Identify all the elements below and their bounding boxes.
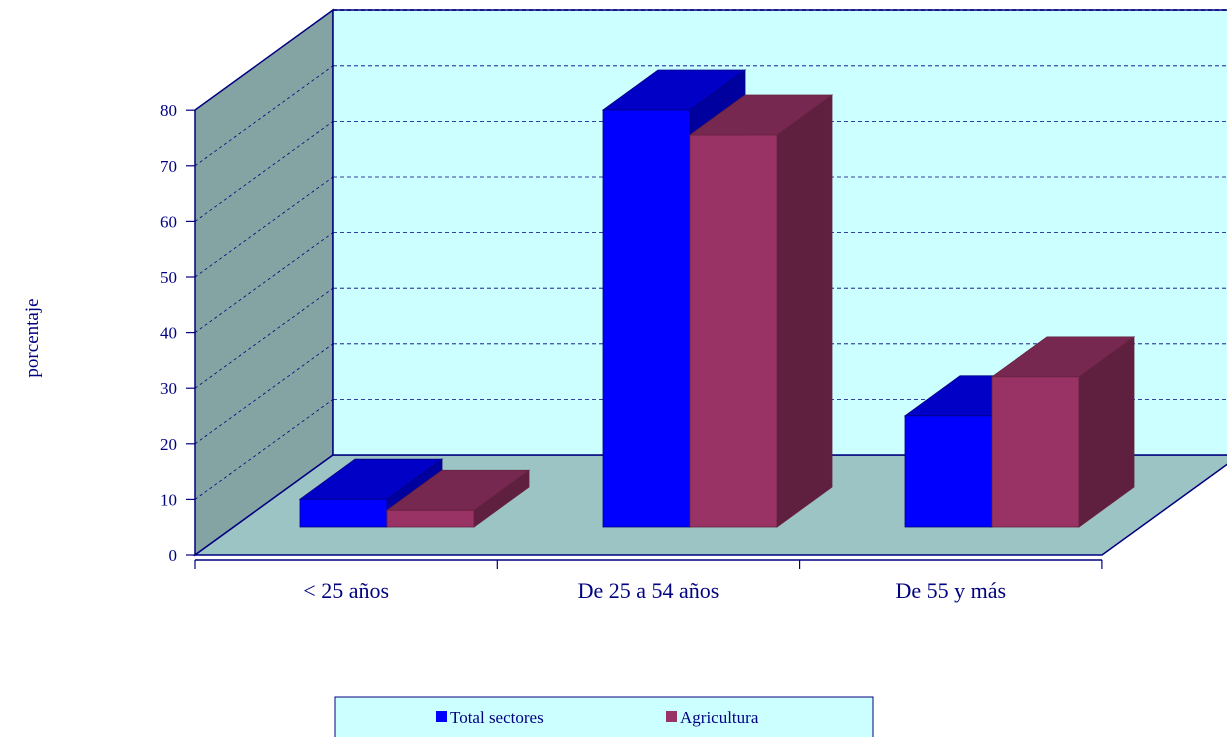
bar-front-face	[386, 509, 475, 528]
legend-swatch-total	[436, 711, 447, 722]
bar-front-face	[904, 415, 993, 528]
y-tick-label: 30	[160, 379, 177, 398]
category-label: < 25 años	[303, 578, 389, 603]
legend: Total sectores Agricultura	[334, 696, 874, 737]
bar-front-face	[602, 109, 691, 528]
side-gridline	[194, 287, 334, 389]
gridlines	[194, 9, 1227, 500]
y-tick-label: 80	[160, 101, 177, 120]
category-label: De 55 y más	[895, 578, 1006, 603]
y-tick-label: 20	[160, 435, 177, 454]
category-labels: < 25 años De 25 a 54 años De 55 y más	[303, 578, 1006, 603]
y-tick-label: 0	[169, 546, 178, 565]
bar-front-face	[991, 376, 1080, 528]
legend-label-agricultura: Agricultura	[680, 708, 759, 727]
bar-side-face	[776, 94, 833, 528]
legend-swatch-agricultura	[666, 711, 677, 722]
bars	[298, 69, 1136, 528]
legend-box	[334, 696, 874, 737]
y-tick-label: 40	[160, 324, 177, 343]
bar-front-face	[689, 134, 778, 528]
category-label: De 25 a 54 años	[578, 578, 720, 603]
bar	[385, 469, 531, 528]
side-gridline	[194, 121, 334, 222]
bar	[688, 94, 834, 528]
side-gridline	[194, 399, 334, 500]
y-axis-ticks: 0 10 20 30 40 50 60 70 80	[160, 101, 195, 565]
side-gridline	[194, 343, 334, 445]
y-tick-label: 70	[160, 157, 177, 176]
legend-label-total: Total sectores	[450, 708, 544, 727]
bar	[990, 336, 1136, 528]
y-tick-label: 50	[160, 268, 177, 287]
y-axis-title: porcentaje	[22, 298, 43, 377]
y-tick-label: 60	[160, 212, 177, 231]
side-gridline	[194, 176, 334, 278]
bar-front-face	[299, 498, 388, 528]
y-tick-label: 10	[160, 490, 177, 509]
side-gridline	[194, 9, 334, 111]
x-axis-ticks	[194, 560, 1103, 569]
side-gridline	[194, 232, 334, 333]
side-gridline	[194, 65, 334, 167]
